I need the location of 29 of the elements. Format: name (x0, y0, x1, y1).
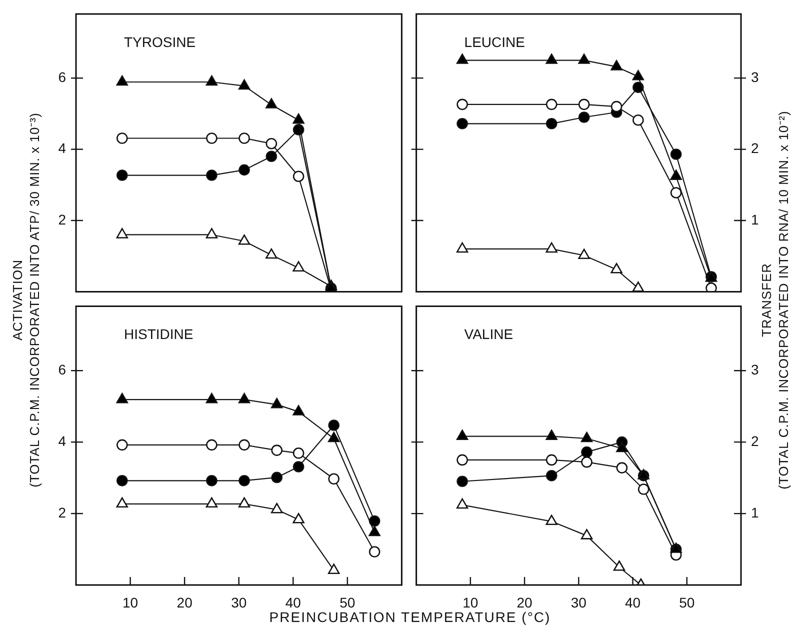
y-tick-label: 4 (58, 432, 66, 449)
y-tick-label: 3 (751, 361, 759, 378)
text: VALINE (464, 326, 514, 342)
x-tick-label: 10 (122, 594, 138, 610)
y-tick-label: 1 (751, 211, 759, 228)
x-tick-label: 20 (176, 594, 193, 610)
y-axis-title: ACTIVATION (TOTAL C.P.M. INCORPORATED INTO ATP/ 30 MIN. x 10⁻³) (9, 112, 43, 490)
x-tick-label: 50 (340, 594, 356, 610)
x-tick-label: 10 (462, 594, 478, 610)
x-tick-label: 20 (516, 594, 533, 610)
x-tick-label: 40 (285, 594, 302, 610)
x-tick-label: 50 (679, 594, 695, 610)
y-tick-label: 6 (58, 68, 66, 85)
y-tick-label: 2 (751, 140, 759, 156)
y-tick-label: 2 (751, 432, 759, 449)
x-tick-label: 40 (624, 594, 641, 610)
x-tick-label: 30 (231, 594, 247, 610)
y-tick-label: 6 (58, 361, 66, 378)
y-tick-label: 3 (751, 68, 759, 85)
y-tick-label: 2 (58, 211, 66, 228)
text: TYROSINE (124, 34, 196, 50)
y-tick-label: 2 (58, 504, 66, 520)
x-tick-label: 30 (570, 594, 587, 610)
y-tick-label: 1 (751, 504, 759, 520)
text: HISTIDINE (124, 326, 194, 342)
text: LEUCINE (464, 34, 525, 50)
y-tick-label: 4 (58, 140, 66, 156)
x-axis-title: PREINCUBATION TEMPERATURE (°C) (268, 609, 552, 626)
y-axis-title: TRANSFER (TOTAL C.P.M. INCORPORATED INTO RNA/ 10 MIN. x 10⁻²) (758, 110, 792, 492)
